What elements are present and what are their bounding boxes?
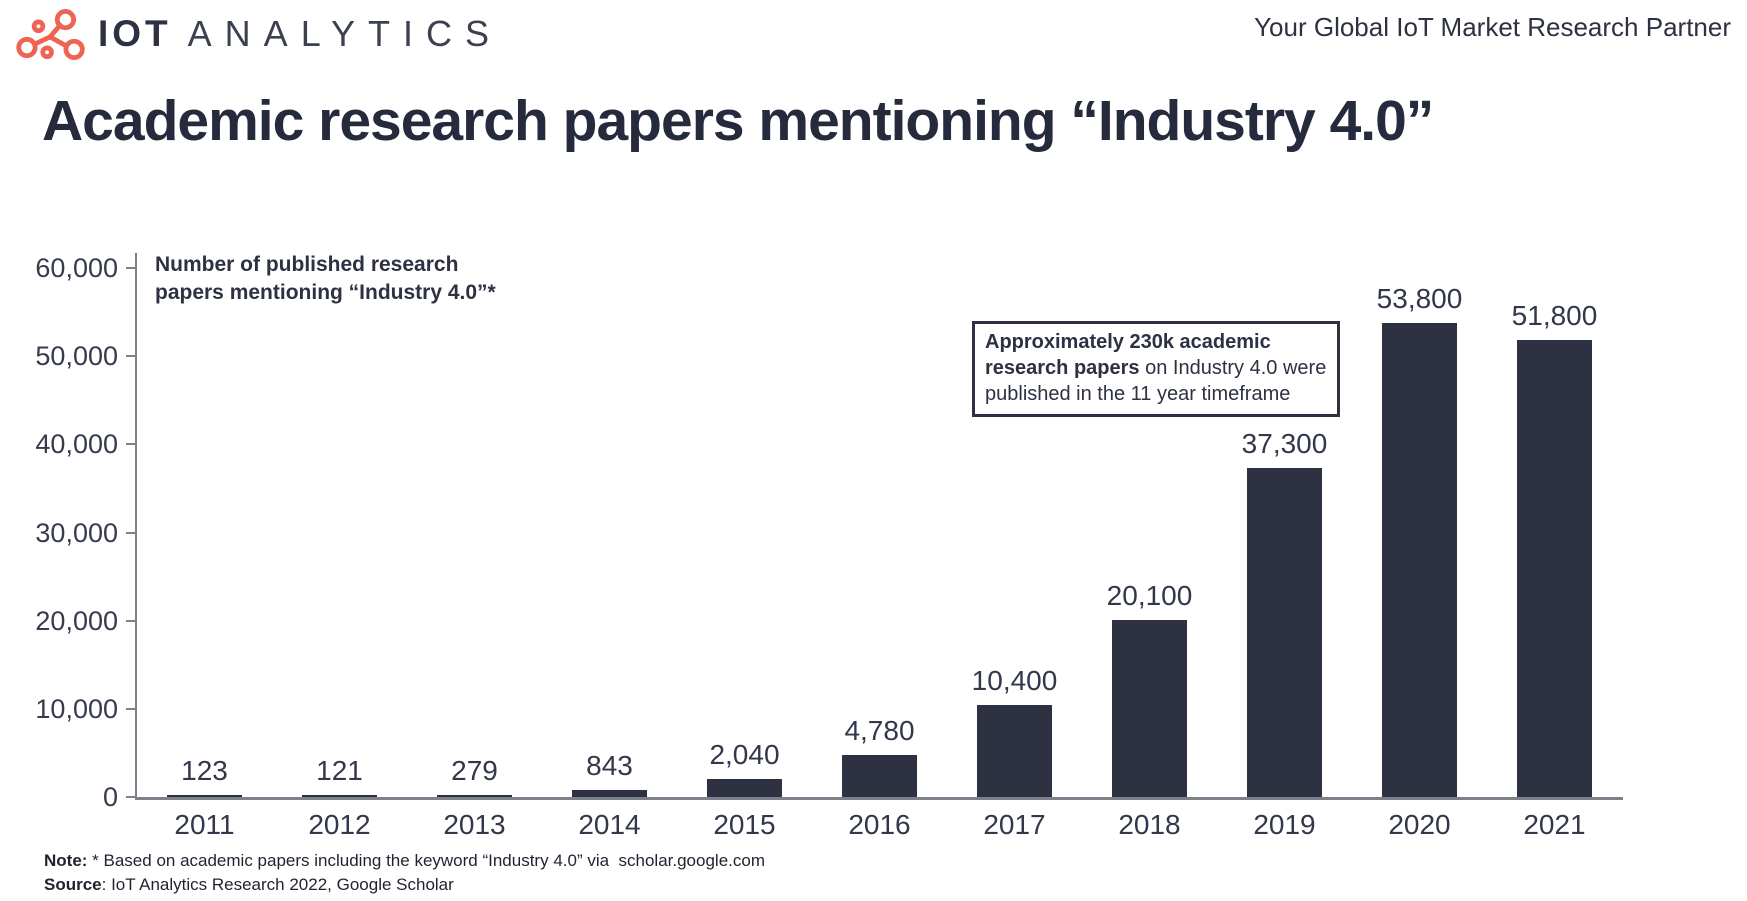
- bar-slot-2016: 4,780: [812, 240, 947, 797]
- annotation-bold-text: Approximately 230k academic research pap…: [985, 331, 1271, 379]
- bar-2021: [1517, 340, 1592, 797]
- y-axis-tick: [126, 355, 136, 357]
- bar-2019: [1247, 468, 1322, 797]
- x-axis-label-2018: 2018: [1118, 809, 1181, 840]
- header-tagline: Your Global IoT Market Research Partner: [1254, 12, 1731, 42]
- y-axis-line: [135, 253, 137, 799]
- bar-slot-2015: 2,040: [677, 240, 812, 797]
- source-label: Source: [44, 875, 102, 894]
- molecule-network-icon: [16, 8, 85, 60]
- bar-slot-2019: 37,300: [1217, 240, 1352, 797]
- annotation-box: Approximately 230k academic research pap…: [972, 321, 1340, 417]
- y-axis-tick-label: 20,000: [35, 606, 118, 636]
- y-axis-tick: [126, 620, 136, 622]
- bar-slot-2011: 123: [137, 240, 272, 797]
- x-axis-labels: 2011 2012 2013 2014 2015 2016 2017 2018 2019 2020…: [137, 809, 1622, 841]
- bar-slot-2012: 121: [272, 240, 407, 797]
- x-axis-label-2014: 2014: [578, 809, 641, 840]
- bar-value-2013: 279: [451, 755, 498, 786]
- bar-2016: [842, 755, 917, 797]
- y-axis-tick-label: 50,000: [35, 341, 118, 371]
- bar-2011: [167, 795, 242, 797]
- y-axis-tick: [126, 443, 136, 445]
- x-axis-label-2015: 2015: [713, 809, 776, 840]
- y-axis-tick: [126, 796, 136, 798]
- x-axis-label-2012: 2012: [308, 809, 371, 840]
- x-axis-label-2011: 2011: [174, 809, 235, 840]
- y-axis-tick-label: 10,000: [35, 694, 118, 724]
- source-line: Source: IoT Analytics Research 2022, Goo…: [44, 875, 454, 895]
- brand-text-analytics: ANALYTICS: [187, 13, 503, 54]
- bar-value-2016: 4,780: [844, 715, 915, 746]
- bar-value-2021: 51,800: [1511, 300, 1598, 331]
- bar-2012: [302, 795, 377, 797]
- annotation-regular-text: on Industry 4.0 were published in the 11…: [985, 357, 1327, 405]
- bar-2013: [437, 795, 512, 797]
- bar-2014: [572, 790, 647, 797]
- bar-slot-2021: 51,800: [1487, 240, 1622, 797]
- bar-slot-2017: 10,400: [947, 240, 1082, 797]
- brand-text-iot: IOT: [98, 13, 172, 54]
- x-axis-label-2016: 2016: [848, 809, 911, 840]
- y-axis-tick: [126, 708, 136, 710]
- x-axis-label-2013: 2013: [443, 809, 506, 840]
- bar-value-2014: 843: [586, 750, 633, 781]
- x-axis-label-2020: 2020: [1388, 809, 1451, 840]
- y-axis-tick-label: 0: [102, 782, 118, 812]
- x-axis-line: [135, 797, 1623, 800]
- y-axis-tick-label: 60,000: [35, 253, 118, 283]
- bar-slot-2020: 53,800: [1352, 240, 1487, 797]
- x-axis-label-2019: 2019: [1253, 809, 1316, 840]
- bar-2017: [977, 705, 1052, 797]
- bar-value-2011: 123: [181, 755, 228, 786]
- bar-slot-2014: 843: [542, 240, 677, 797]
- y-axis-tick-label: 40,000: [35, 429, 118, 459]
- y-axis-tick-label: 30,000: [35, 518, 118, 548]
- bar-2015: [707, 779, 782, 797]
- bar-value-2018: 20,100: [1106, 580, 1193, 611]
- bar-2020: [1382, 323, 1457, 797]
- bar-slot-2013: 279: [407, 240, 542, 797]
- bar-slot-2018: 20,100: [1082, 240, 1217, 797]
- y-axis-tick: [126, 532, 136, 534]
- iot-analytics-logo: IOT ANALYTICS: [16, 8, 502, 60]
- bar-value-2017: 10,400: [971, 665, 1058, 696]
- note-label: Note:: [44, 851, 88, 870]
- bar-value-2019: 37,300: [1241, 428, 1328, 459]
- bar-value-2020: 53,800: [1376, 283, 1463, 314]
- y-axis-tick: [126, 267, 136, 269]
- bar-value-2015: 2,040: [709, 739, 780, 770]
- page-title: Academic research papers mentioning “Ind…: [42, 89, 1434, 153]
- x-axis-label-2017: 2017: [983, 809, 1046, 840]
- series-label: Number of published research papers ment…: [155, 253, 496, 304]
- x-axis-label-2021: 2021: [1523, 809, 1586, 840]
- bar-2018: [1112, 620, 1187, 797]
- note-text: * Based on academic papers including the…: [87, 851, 765, 870]
- bar-value-2012: 121: [316, 755, 363, 786]
- note-line: Note: * Based on academic papers includi…: [44, 851, 765, 871]
- source-text: : IoT Analytics Research 2022, Google Sc…: [101, 875, 454, 894]
- bars-area: 123 121 279 843 2,040 4,780 10,400 20,100 37,300…: [137, 240, 1622, 797]
